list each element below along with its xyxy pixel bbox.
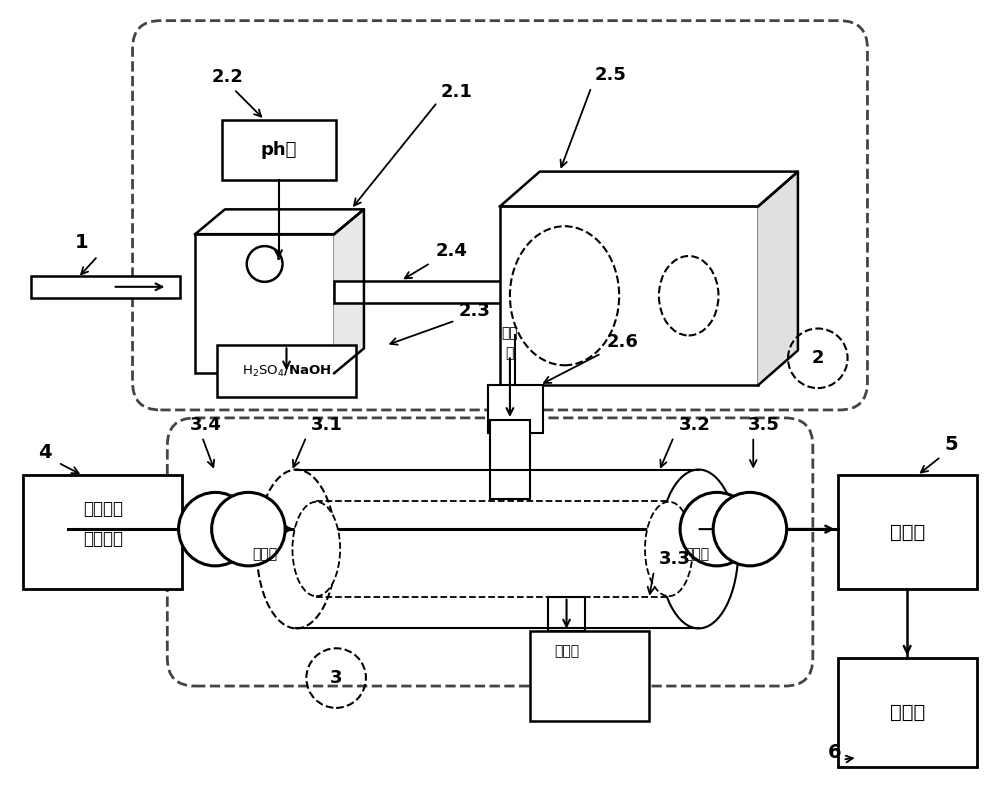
Text: 和单色仪: 和单色仪 [83, 530, 123, 548]
Text: $\mathrm{H_2SO_4}$/NaOH: $\mathrm{H_2SO_4}$/NaOH [242, 364, 331, 379]
Text: 待测液: 待测液 [554, 644, 579, 659]
Text: 2.6: 2.6 [606, 334, 638, 351]
Text: 3.2: 3.2 [679, 416, 711, 434]
Bar [31, 276, 180, 297]
Text: 5: 5 [945, 434, 959, 454]
Bar [500, 206, 758, 385]
Bar [548, 596, 585, 631]
Text: 2.3: 2.3 [458, 301, 490, 320]
Bar [838, 659, 977, 767]
Text: 2.1: 2.1 [440, 83, 472, 101]
Text: 计算机: 计算机 [890, 704, 925, 722]
Bar [23, 475, 182, 588]
Text: 待测: 待测 [502, 326, 518, 340]
Bar [488, 385, 543, 433]
Circle shape [680, 492, 754, 566]
Text: 3.3: 3.3 [659, 550, 691, 568]
Circle shape [179, 492, 252, 566]
Circle shape [212, 492, 285, 566]
Ellipse shape [659, 256, 718, 335]
Text: 光谱仪: 光谱仪 [890, 522, 925, 542]
Polygon shape [758, 172, 798, 385]
Bar [490, 420, 530, 500]
Text: ph计: ph计 [260, 141, 297, 159]
Text: 6: 6 [828, 742, 841, 762]
Ellipse shape [659, 470, 738, 629]
Text: 4: 4 [38, 442, 52, 462]
Text: 液: 液 [506, 347, 514, 360]
Text: 2.5: 2.5 [594, 66, 626, 85]
Ellipse shape [645, 502, 693, 596]
Text: 传输光: 传输光 [684, 547, 709, 561]
Text: 1: 1 [75, 233, 89, 252]
Text: 3.1: 3.1 [311, 416, 343, 434]
Polygon shape [334, 210, 364, 373]
Ellipse shape [257, 470, 336, 629]
Ellipse shape [510, 226, 619, 365]
Text: 宽带光源: 宽带光源 [83, 501, 123, 518]
Ellipse shape [292, 502, 340, 596]
Bar [222, 120, 336, 180]
Circle shape [247, 246, 283, 282]
Bar [195, 235, 334, 373]
Polygon shape [195, 210, 364, 235]
Bar [217, 346, 356, 397]
Text: 2: 2 [812, 349, 824, 368]
Text: 3.4: 3.4 [190, 416, 222, 434]
Circle shape [713, 492, 787, 566]
Text: 2.2: 2.2 [212, 69, 244, 86]
Bar [334, 280, 508, 303]
Text: 2.4: 2.4 [435, 242, 467, 260]
Bar [530, 631, 649, 721]
Polygon shape [500, 172, 798, 206]
Text: 3.5: 3.5 [748, 416, 780, 434]
Text: 3: 3 [330, 669, 342, 687]
Text: 传输光: 传输光 [252, 547, 277, 561]
Bar [838, 475, 977, 588]
